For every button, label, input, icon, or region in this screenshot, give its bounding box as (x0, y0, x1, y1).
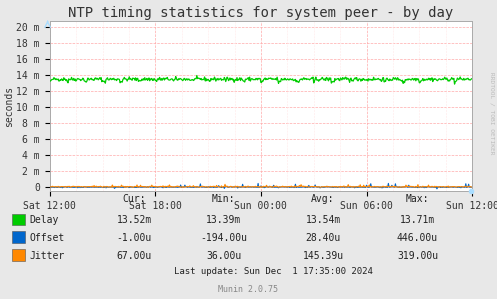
Text: Min:: Min: (212, 194, 236, 204)
Text: 13.71m: 13.71m (400, 215, 435, 225)
Text: Munin 2.0.75: Munin 2.0.75 (219, 286, 278, 295)
Text: Last update: Sun Dec  1 17:35:00 2024: Last update: Sun Dec 1 17:35:00 2024 (174, 268, 373, 277)
Text: Jitter: Jitter (30, 251, 65, 261)
Title: NTP timing statistics for system peer - by day: NTP timing statistics for system peer - … (68, 6, 454, 20)
Text: 13.39m: 13.39m (206, 215, 241, 225)
Text: Cur:: Cur: (122, 194, 146, 204)
Text: RRDTOOL / TOBI OETIKER: RRDTOOL / TOBI OETIKER (490, 72, 495, 155)
Text: 28.40u: 28.40u (306, 233, 340, 243)
Text: Avg:: Avg: (311, 194, 335, 204)
Text: Delay: Delay (30, 215, 59, 225)
Text: Max:: Max: (406, 194, 429, 204)
Text: 145.39u: 145.39u (303, 251, 343, 261)
Text: 319.00u: 319.00u (397, 251, 438, 261)
Text: -194.00u: -194.00u (200, 233, 247, 243)
Y-axis label: seconds: seconds (3, 86, 14, 127)
Text: 67.00u: 67.00u (117, 251, 152, 261)
Text: Offset: Offset (30, 233, 65, 243)
Text: 13.52m: 13.52m (117, 215, 152, 225)
Text: 13.54m: 13.54m (306, 215, 340, 225)
Text: -1.00u: -1.00u (117, 233, 152, 243)
Text: 446.00u: 446.00u (397, 233, 438, 243)
Text: 36.00u: 36.00u (206, 251, 241, 261)
